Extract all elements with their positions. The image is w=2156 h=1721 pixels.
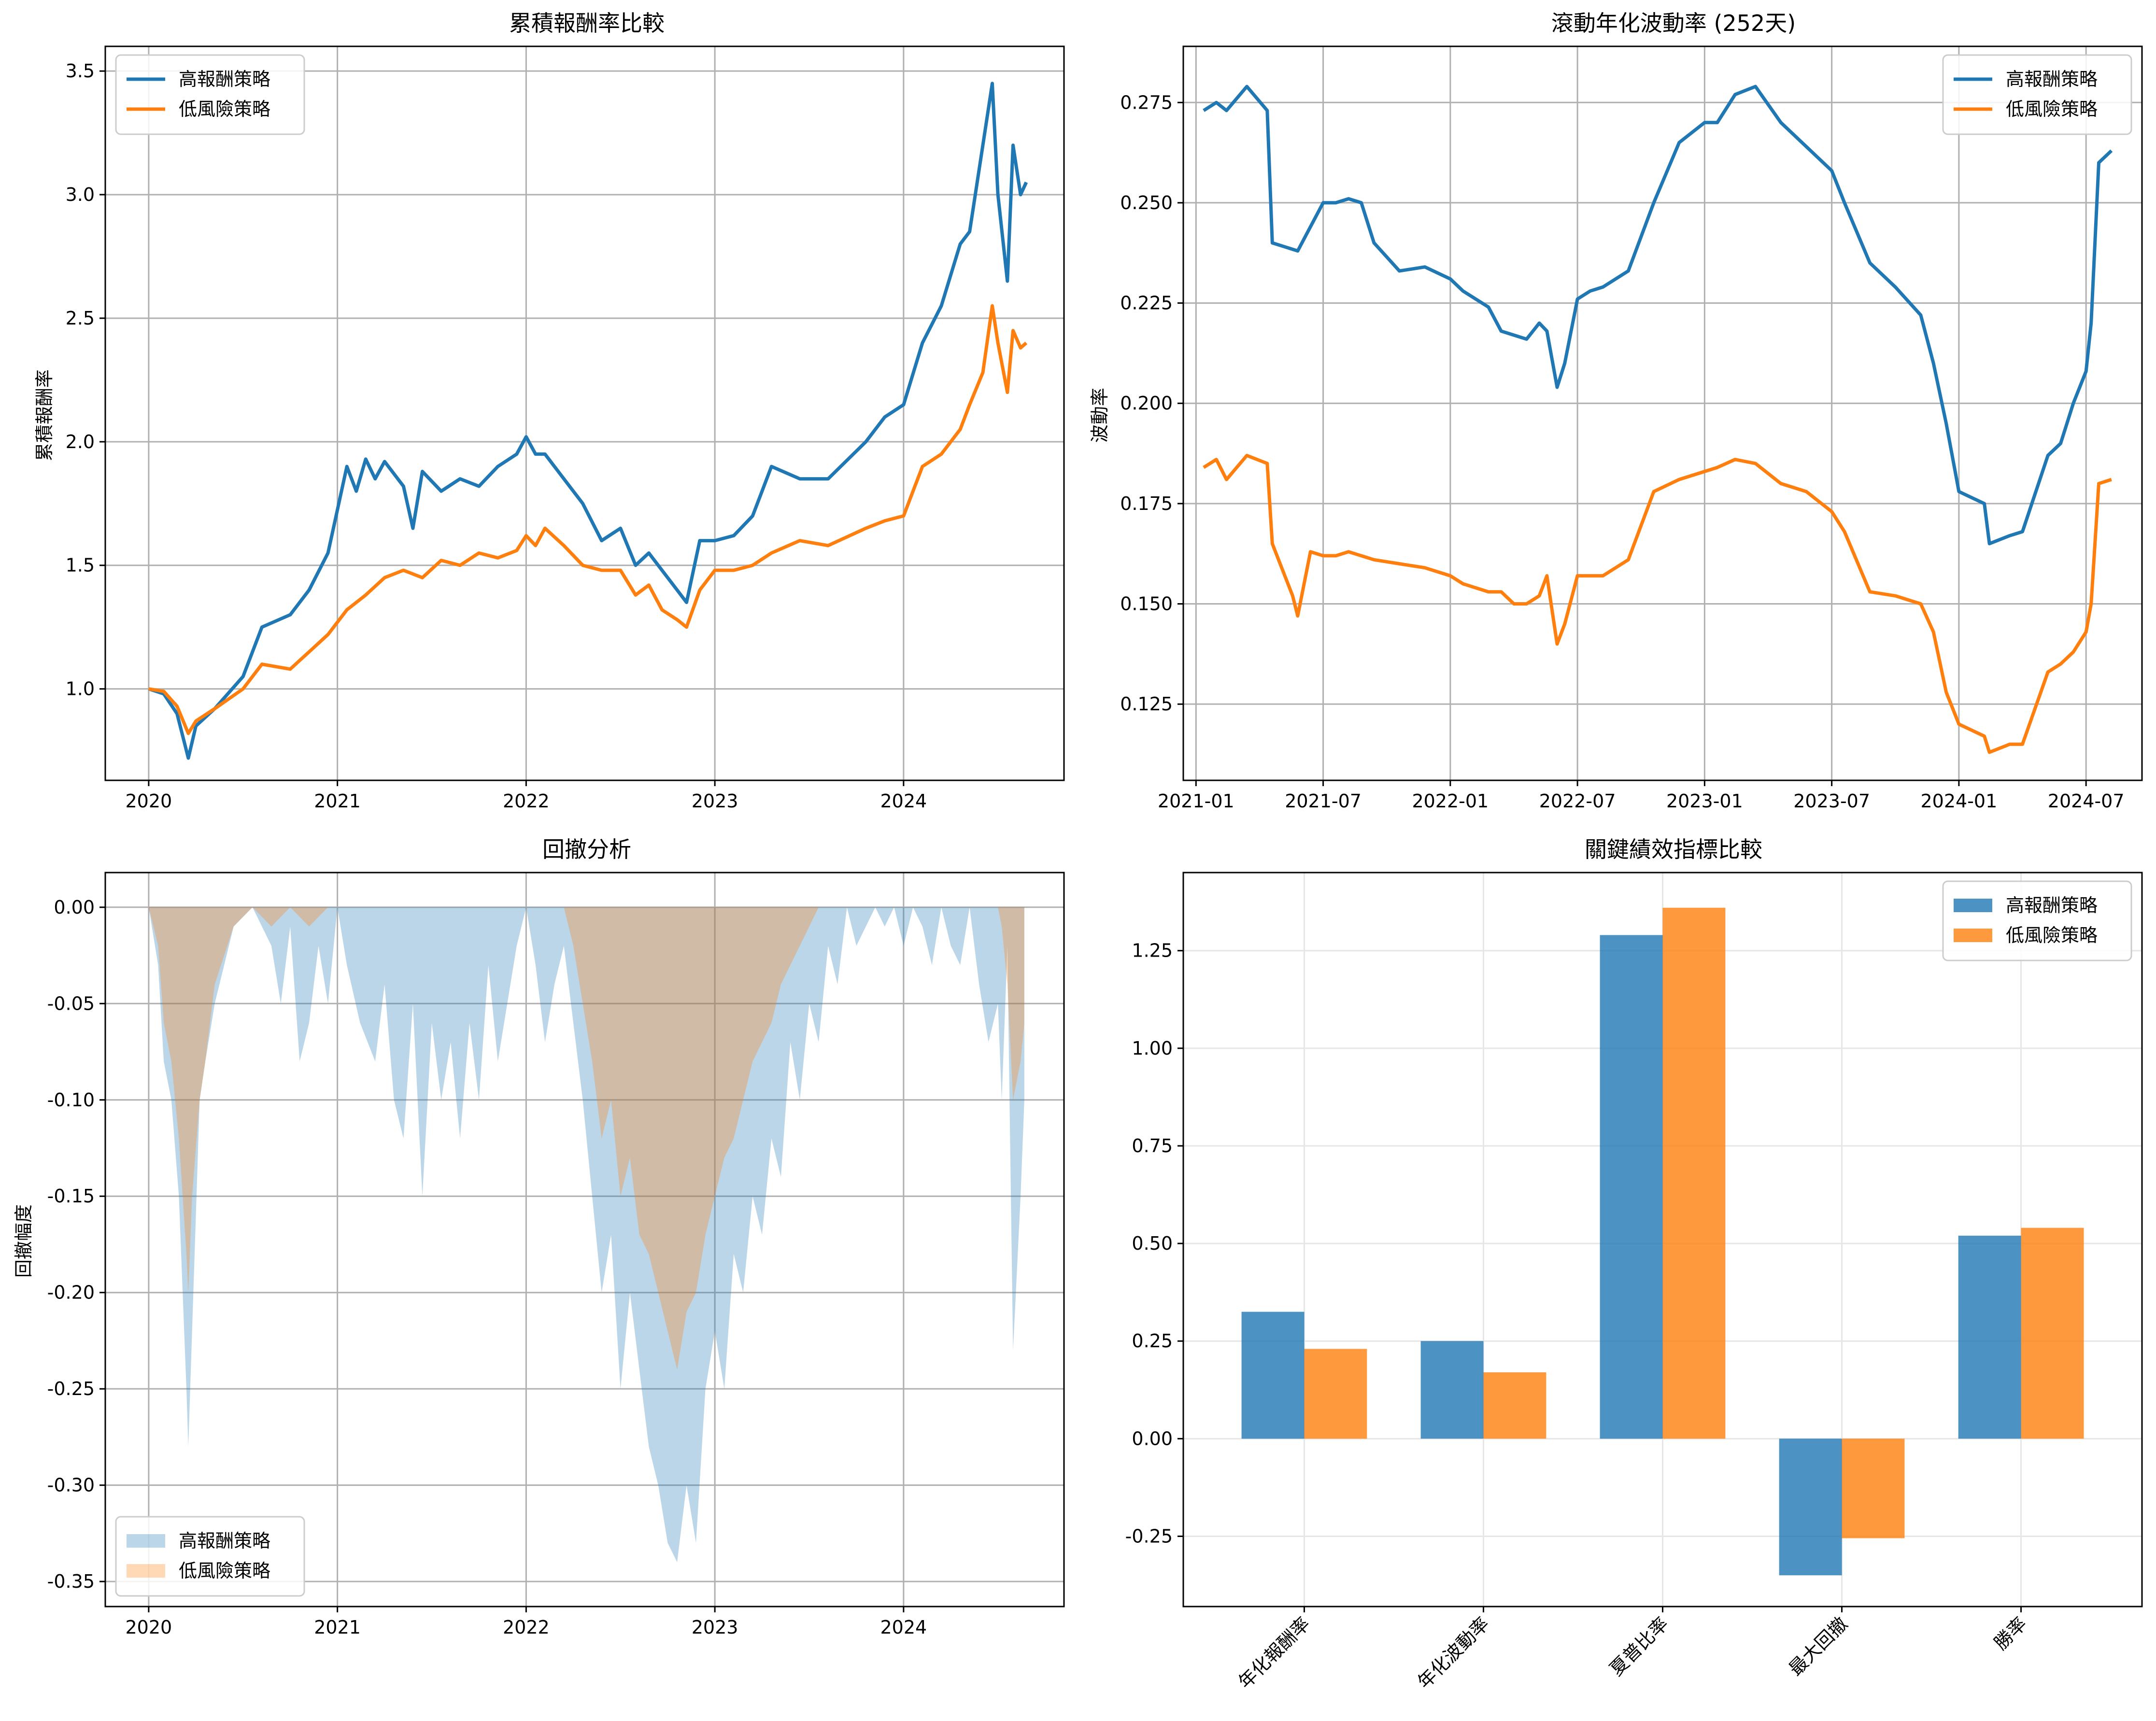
legend-box xyxy=(1942,880,2132,961)
rolling-volatility-chart: 滾動年化波動率 (252天) 波動率 2021-01 2021-07 2022-01… xyxy=(1089,10,2143,812)
x-tick-label: 2023-01 xyxy=(1666,790,1743,812)
y-tick-label: 0.00 xyxy=(54,897,95,918)
legend-label: 低風險策略 xyxy=(179,99,270,120)
legend-swatch xyxy=(127,1564,165,1578)
y-tick-label: 0.00 xyxy=(1132,1428,1173,1449)
axes-frame xyxy=(104,872,1065,1608)
legend-swatch xyxy=(1954,929,1992,942)
y-tick-label: 0.25 xyxy=(1132,1330,1173,1352)
y-tick-label: 0.150 xyxy=(1120,593,1173,615)
y-tick-label: -0.30 xyxy=(47,1475,95,1496)
bar-high-return-0 xyxy=(1241,1312,1305,1439)
legend-box xyxy=(115,1516,305,1597)
x-tick-label: 2022-07 xyxy=(1539,790,1616,812)
y-tick-label: -0.15 xyxy=(47,1185,95,1207)
legend-label: 高報酬策略 xyxy=(2006,895,2098,916)
y-tick-label: -0.25 xyxy=(1125,1525,1173,1547)
x-tick-label: 2023 xyxy=(692,790,738,812)
y-tick-label: -0.20 xyxy=(47,1282,95,1303)
y-tick-label: 1.25 xyxy=(1132,940,1173,961)
legend-label: 高報酬策略 xyxy=(179,1530,270,1552)
rolling-volatility-title: 滾動年化波動率 (252天) xyxy=(1551,10,1796,36)
cumulative-return-title: 累積報酬率比較 xyxy=(509,10,665,36)
y-tick-label: 0.125 xyxy=(1120,693,1173,715)
y-tick-label: 0.200 xyxy=(1120,393,1173,414)
legend-label: 低風險策略 xyxy=(2006,925,2098,946)
y-tick-label: 0.75 xyxy=(1132,1135,1173,1157)
drawdown-chart: 回撤分析 回撤幅度 2020 2021 2022 2023 2024 0.00 -0.05 -… xyxy=(13,836,1065,1638)
bar-high-return-2 xyxy=(1600,935,1663,1439)
bar-low-risk-2 xyxy=(1662,907,1726,1439)
series-line-high-return xyxy=(1203,85,2113,546)
axes-frame xyxy=(1182,45,2143,781)
x-tick-label: 2021 xyxy=(314,790,361,812)
rolling-volatility-ylabel: 波動率 xyxy=(1089,388,1110,443)
y-tick-label: 3.5 xyxy=(66,60,95,82)
legend-swatch xyxy=(1954,899,1992,912)
cumulative-return-ylabel: 累積報酬率 xyxy=(34,369,55,461)
y-tick-label: 1.00 xyxy=(1132,1038,1173,1059)
x-tick-label: 2021 xyxy=(314,1617,361,1638)
y-tick-label: -0.25 xyxy=(47,1378,95,1399)
bar-low-risk-0 xyxy=(1304,1349,1367,1439)
y-tick-label: 2.0 xyxy=(66,431,95,452)
x-tick-label: 2023 xyxy=(692,1617,738,1638)
y-tick-label: 0.250 xyxy=(1120,192,1173,213)
legend-box xyxy=(1942,54,2132,135)
axes-frame xyxy=(1182,872,2143,1608)
bar-high-return-4 xyxy=(1958,1235,2021,1439)
x-tick-label: 2024-01 xyxy=(1921,790,1998,812)
y-tick-label: 1.0 xyxy=(66,678,95,700)
y-tick-label: 3.0 xyxy=(66,184,95,205)
legend-label: 高報酬策略 xyxy=(179,69,270,90)
series-line-low-risk xyxy=(148,304,1028,735)
y-tick-label: -0.35 xyxy=(47,1571,95,1592)
axes-frame xyxy=(104,45,1065,781)
drawdown-area-high-return xyxy=(148,907,1024,1563)
x-tick-label: 2024 xyxy=(880,1617,927,1638)
bar-low-risk-4 xyxy=(2021,1227,2084,1439)
y-tick-label: 0.50 xyxy=(1132,1233,1173,1254)
drawdown-ylabel: 回撤幅度 xyxy=(13,1204,34,1278)
x-tick-label: 2024 xyxy=(880,790,927,812)
x-tick-label: 2021-01 xyxy=(1158,790,1234,812)
y-tick-label: 1.5 xyxy=(66,555,95,576)
y-tick-label: 2.5 xyxy=(66,308,95,329)
x-tick-label: 2020 xyxy=(126,790,172,812)
x-tick-label: 2022-01 xyxy=(1412,790,1489,812)
metrics-title: 關鍵績效指標比較 xyxy=(1585,836,1762,862)
x-tick-label: 2022 xyxy=(503,790,550,812)
cumulative-return-chart: 累積報酬率比較 累積報酬率 2020 2021 2022 2023 2024 1.0 1.5… xyxy=(34,10,1065,812)
y-tick-label: 0.275 xyxy=(1120,92,1173,113)
x-tick-label: 2020 xyxy=(126,1617,172,1638)
series-line-low-risk xyxy=(1203,453,2112,754)
y-tick-label: 0.175 xyxy=(1120,493,1173,514)
x-tick-label: 2021-07 xyxy=(1285,790,1362,812)
x-tick-label: 2023-07 xyxy=(1793,790,1870,812)
legend-label: 低風險策略 xyxy=(2006,99,2098,120)
bar-low-risk-1 xyxy=(1483,1372,1546,1439)
series-line-high-return xyxy=(148,82,1028,760)
drawdown-title: 回撤分析 xyxy=(542,836,631,862)
drawdown-area-low-risk xyxy=(148,907,1024,1370)
legend-label: 高報酬策略 xyxy=(2006,69,2098,90)
x-tick-label: 2022 xyxy=(503,1617,550,1638)
y-tick-label: -0.10 xyxy=(47,1089,95,1111)
legend-label: 低風險策略 xyxy=(179,1560,270,1581)
bar-high-return-3 xyxy=(1779,1439,1842,1576)
y-tick-label: 0.225 xyxy=(1120,293,1173,314)
x-tick-label: 2024-07 xyxy=(2048,790,2125,812)
bar-low-risk-3 xyxy=(1842,1439,1905,1538)
y-tick-label: -0.05 xyxy=(47,993,95,1014)
legend-box xyxy=(115,54,305,135)
legend-swatch xyxy=(127,1534,165,1548)
bar-high-return-1 xyxy=(1420,1341,1484,1439)
